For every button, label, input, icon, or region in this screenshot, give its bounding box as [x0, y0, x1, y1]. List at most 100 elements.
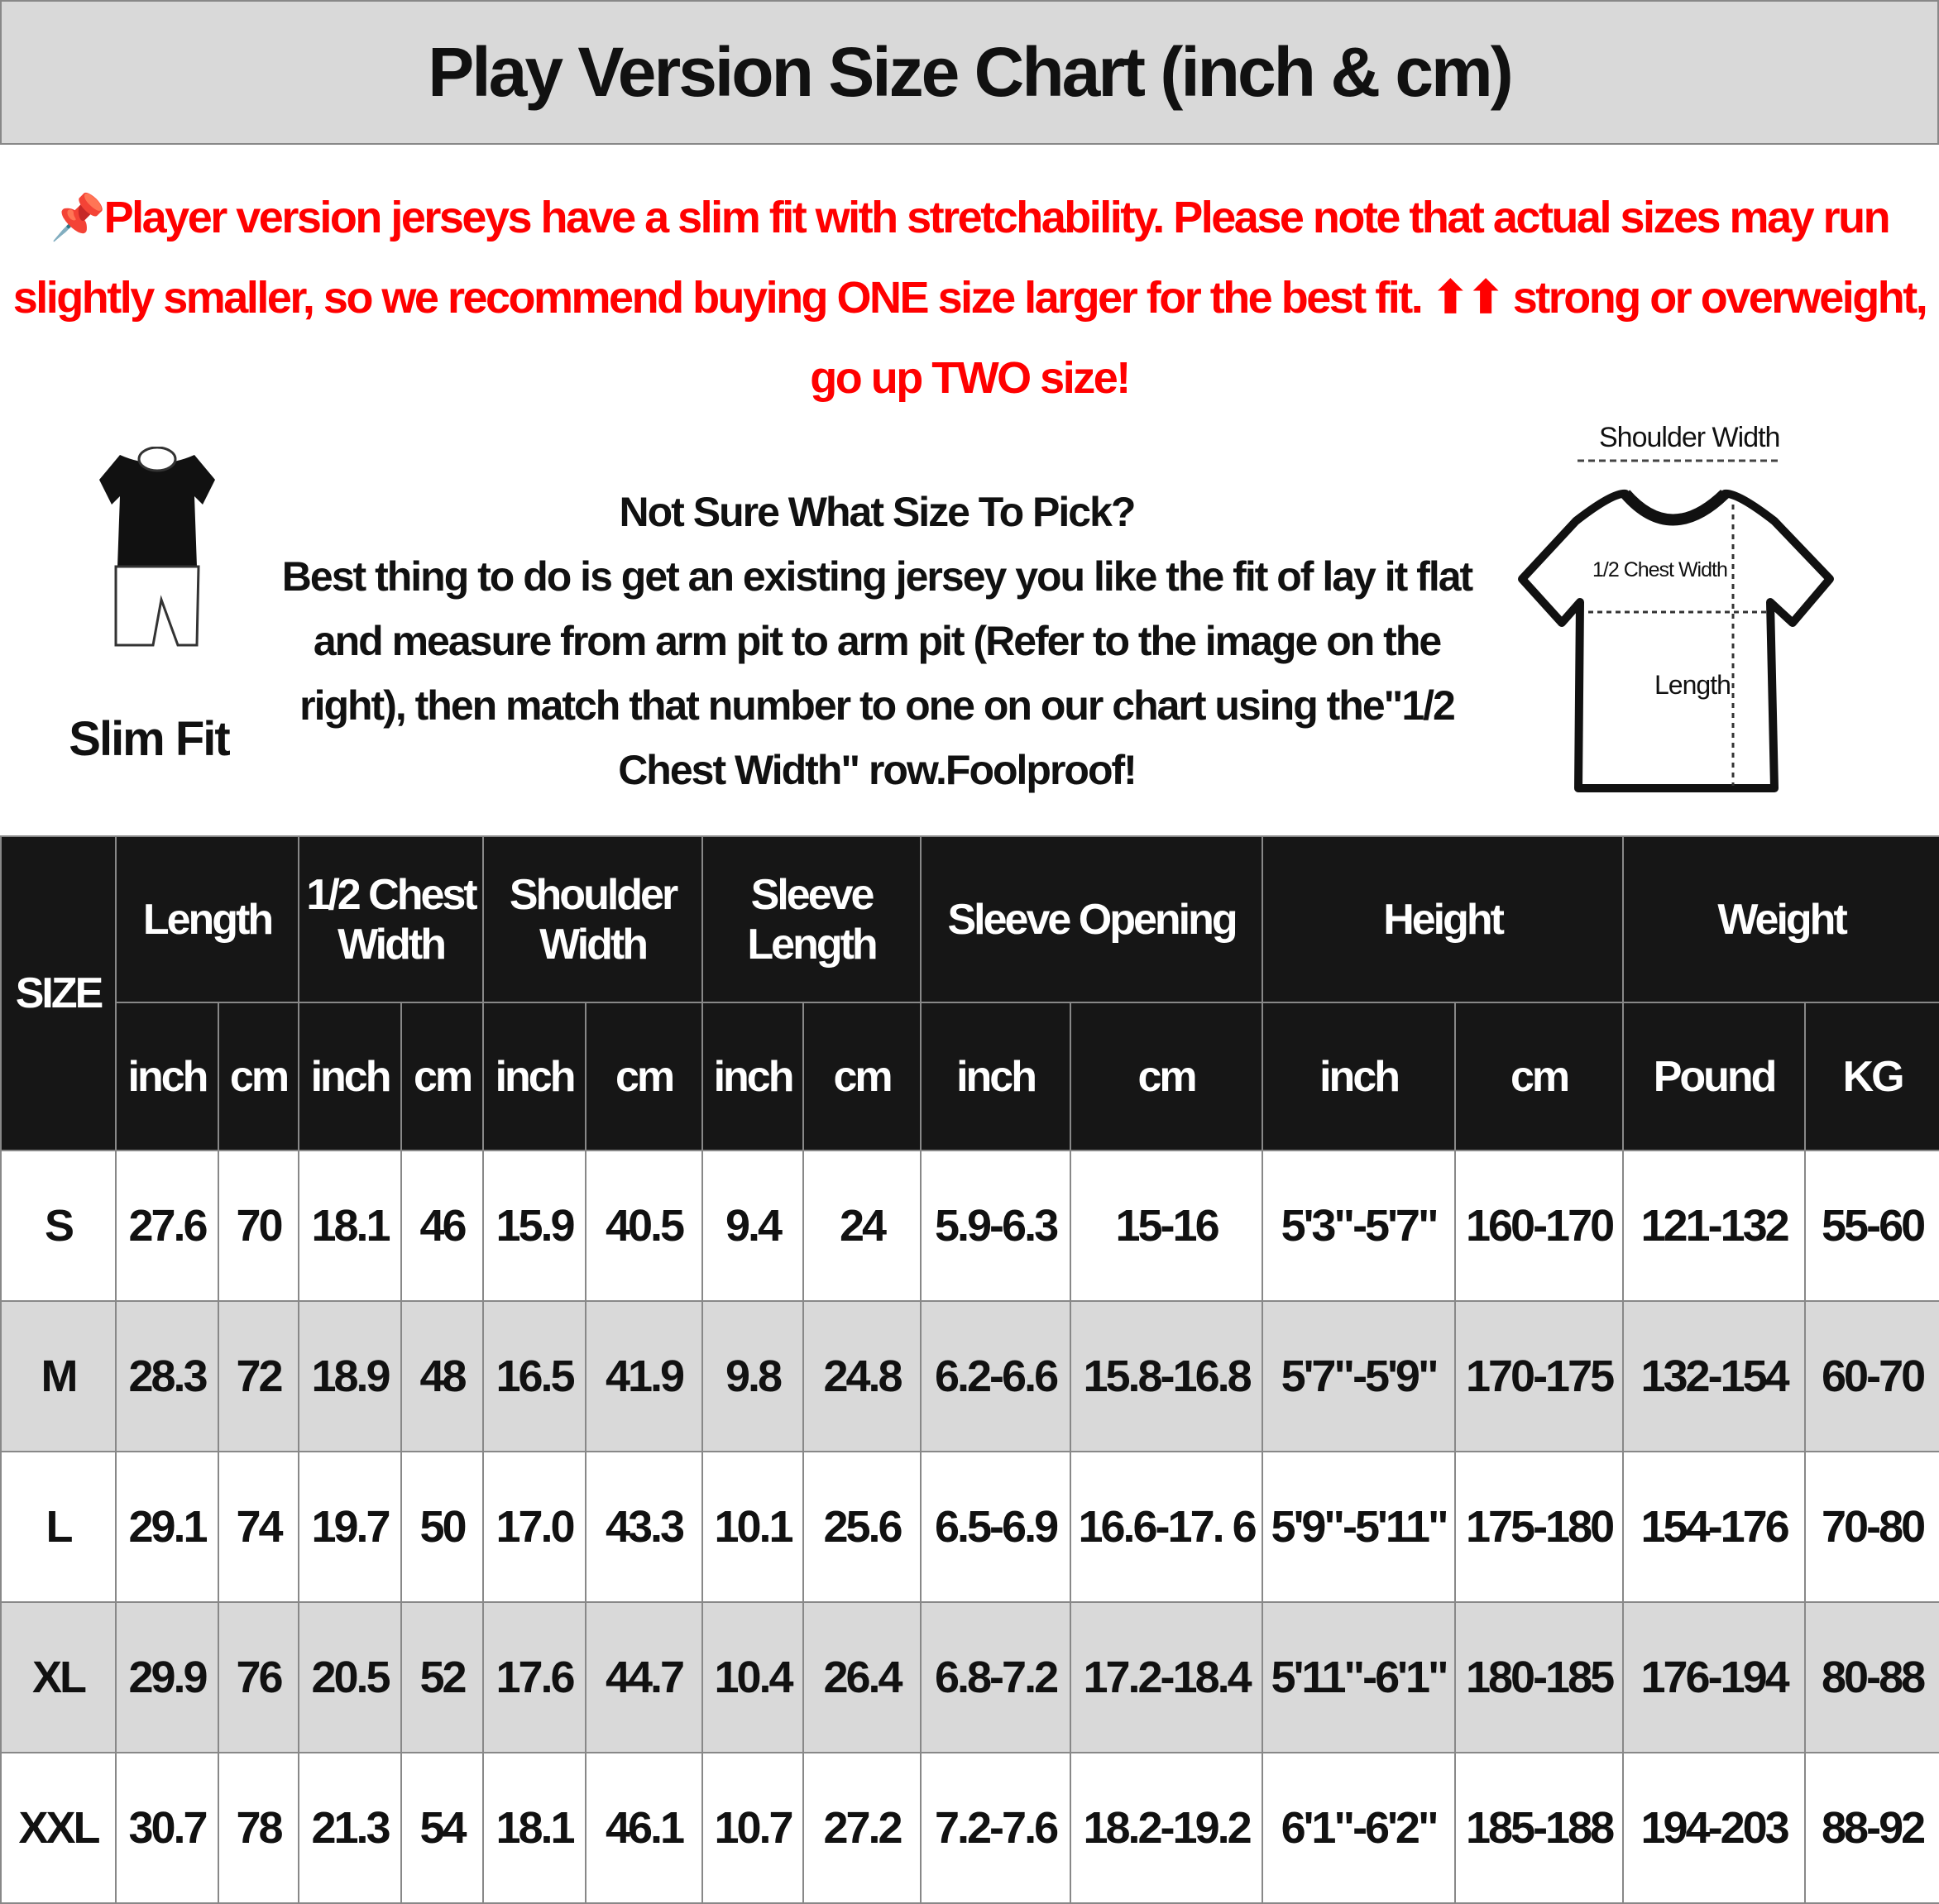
- sizing-tip: Not Sure What Size To Pick? Best thing t…: [273, 480, 1481, 802]
- table-row: L 29.1 74 19.7 50 17.0 43.3 10.1 25.6 6.5-6.9 16.6…: [0, 1451, 1939, 1603]
- group-header: Shoulder Width: [482, 835, 704, 1003]
- value-cell: 17.6: [482, 1601, 587, 1753]
- unit-header: inch: [701, 1002, 805, 1151]
- unit-header: cm: [217, 1002, 300, 1151]
- value-cell: 5'3"-5'7": [1262, 1150, 1457, 1302]
- group-header: 1/2 Chest Width: [298, 835, 485, 1003]
- value-cell: 54: [400, 1752, 485, 1904]
- value-cell: 74: [217, 1451, 300, 1603]
- value-cell: 50: [400, 1451, 485, 1603]
- unit-header: cm: [1454, 1002, 1625, 1151]
- unit-header: KG: [1804, 1002, 1939, 1151]
- value-cell: 132-154: [1622, 1300, 1807, 1452]
- size-table: SIZE Length 1/2 Chest Width Shoulder Wid…: [0, 835, 1939, 1904]
- notice-text: Player version jerseys have a slim fit w…: [12, 193, 1928, 403]
- shoulder-width-label: Shoulder Width: [1599, 422, 1780, 453]
- value-cell: 5'9"-5'11": [1262, 1451, 1457, 1603]
- tip-body: Best thing to do is get an existing jers…: [281, 553, 1473, 793]
- unit-header: inch: [920, 1002, 1072, 1151]
- measurement-diagram: Shoulder Width 1/2 Chest Width Length: [1489, 414, 1853, 815]
- value-cell: 16.5: [482, 1300, 587, 1452]
- group-header: Weight: [1622, 835, 1939, 1003]
- value-cell: 55-60: [1804, 1150, 1939, 1302]
- value-cell: 26.4: [802, 1601, 922, 1753]
- value-cell: 194-203: [1622, 1752, 1807, 1904]
- chest-width-label: 1/2 Chest Width: [1592, 558, 1728, 581]
- value-cell: 40.5: [585, 1150, 704, 1302]
- value-cell: 10.4: [701, 1601, 805, 1753]
- value-cell: 28.3: [115, 1300, 219, 1452]
- unit-header: inch: [1262, 1002, 1457, 1151]
- size-cell: S: [0, 1150, 117, 1302]
- value-cell: 30.7: [115, 1752, 219, 1904]
- table-row: M 28.3 72 18.9 48 16.5 41.9 9.8 24.8 6.2-6.6 15.8-…: [0, 1300, 1939, 1452]
- value-cell: 6.5-6.9: [920, 1451, 1072, 1603]
- value-cell: 70: [217, 1150, 300, 1302]
- value-cell: 72: [217, 1300, 300, 1452]
- value-cell: 7.2-7.6: [920, 1752, 1072, 1904]
- value-cell: 18.2-19.2: [1070, 1752, 1264, 1904]
- value-cell: 29.1: [115, 1451, 219, 1603]
- value-cell: 20.5: [298, 1601, 403, 1753]
- size-cell: M: [0, 1300, 117, 1452]
- value-cell: 24: [802, 1150, 922, 1302]
- group-header: Sleeve Length: [701, 835, 922, 1003]
- value-cell: 18.1: [298, 1150, 403, 1302]
- fit-label: Slim Fit: [69, 712, 230, 766]
- fit-notice: 📌Player version jerseys have a slim fit …: [8, 178, 1931, 419]
- size-cell: XXL: [0, 1752, 117, 1904]
- slim-fit-figure-icon: [99, 447, 215, 647]
- tip-heading: Not Sure What Size To Pick?: [619, 489, 1137, 535]
- unit-header: cm: [802, 1002, 922, 1151]
- value-cell: 185-188: [1454, 1752, 1625, 1904]
- value-cell: 180-185: [1454, 1601, 1625, 1753]
- value-cell: 6'1"-6'2": [1262, 1752, 1457, 1904]
- unit-header: Pound: [1622, 1002, 1807, 1151]
- value-cell: 154-176: [1622, 1451, 1807, 1603]
- value-cell: 46: [400, 1150, 485, 1302]
- value-cell: 21.3: [298, 1752, 403, 1904]
- value-cell: 18.1: [482, 1752, 587, 1904]
- page-title: Play Version Size Chart (inch & cm): [0, 0, 1939, 145]
- value-cell: 52: [400, 1601, 485, 1753]
- value-cell: 27.6: [115, 1150, 219, 1302]
- value-cell: 121-132: [1622, 1150, 1807, 1302]
- value-cell: 175-180: [1454, 1451, 1625, 1603]
- table-row: S 27.6 70 18.1 46 15.9 40.5 9.4 24 5.9-6.3 15-16 5'…: [0, 1150, 1939, 1302]
- value-cell: 15.9: [482, 1150, 587, 1302]
- value-cell: 10.7: [701, 1752, 805, 1904]
- value-cell: 43.3: [585, 1451, 704, 1603]
- table-row: XL 29.9 76 20.5 52 17.6 44.7 10.4 26.4 6.8-7.2 17.…: [0, 1601, 1939, 1753]
- value-cell: 46.1: [585, 1752, 704, 1904]
- value-cell: 6.8-7.2: [920, 1601, 1072, 1753]
- value-cell: 19.7: [298, 1451, 403, 1603]
- value-cell: 5'7"-5'9": [1262, 1300, 1457, 1452]
- value-cell: 9.8: [701, 1300, 805, 1452]
- value-cell: 60-70: [1804, 1300, 1939, 1452]
- unit-header: inch: [482, 1002, 587, 1151]
- value-cell: 44.7: [585, 1601, 704, 1753]
- unit-header: cm: [400, 1002, 485, 1151]
- value-cell: 16.6-17. 6: [1070, 1451, 1264, 1603]
- value-cell: 29.9: [115, 1601, 219, 1753]
- value-cell: 10.1: [701, 1451, 805, 1603]
- value-cell: 76: [217, 1601, 300, 1753]
- value-cell: 18.9: [298, 1300, 403, 1452]
- value-cell: 27.2: [802, 1752, 922, 1904]
- table-row: XXL 30.7 78 21.3 54 18.1 46.1 10.7 27.2 7.2-7.6 18…: [0, 1752, 1939, 1904]
- length-label: Length: [1654, 670, 1731, 700]
- value-cell: 15-16: [1070, 1150, 1264, 1302]
- value-cell: 17.2-18.4: [1070, 1601, 1264, 1753]
- group-header: Height: [1262, 835, 1625, 1003]
- group-header: Length: [114, 835, 300, 1003]
- value-cell: 88-92: [1804, 1752, 1939, 1904]
- value-cell: 24.8: [802, 1300, 922, 1452]
- value-cell: 170-175: [1454, 1300, 1625, 1452]
- group-header: Sleeve Opening: [920, 835, 1264, 1003]
- size-cell: XL: [0, 1601, 117, 1753]
- value-cell: 41.9: [585, 1300, 704, 1452]
- unit-header: inch: [115, 1002, 219, 1151]
- size-cell: L: [0, 1451, 117, 1603]
- value-cell: 80-88: [1804, 1601, 1939, 1753]
- value-cell: 15.8-16.8: [1070, 1300, 1264, 1452]
